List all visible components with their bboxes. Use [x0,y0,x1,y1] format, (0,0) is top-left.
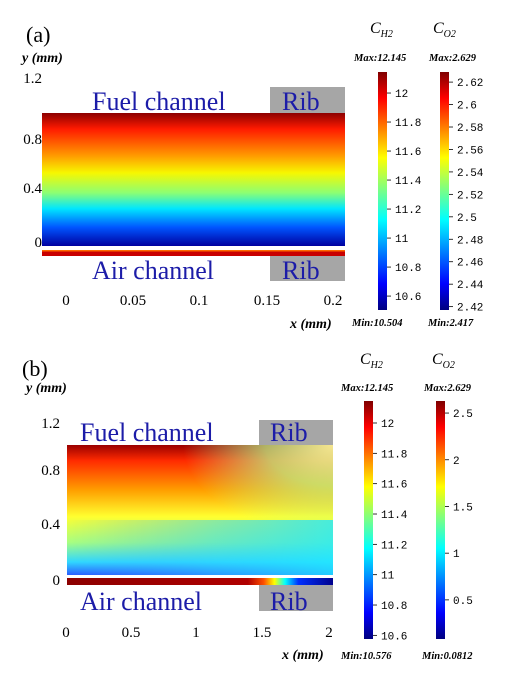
colorbar-max-h2-b: Max:12.145 [340,383,393,394]
colorbar-tick-label: 11.4 [381,510,408,522]
colorbar-max-o2-b: Max:2.629 [423,383,472,394]
panel-a: (a) y (mm) 1.2 0.8 0.4 0 Fuel channel Ri… [20,20,484,332]
membrane-line-a [42,246,345,250]
fuel-channel-field-a [42,113,345,246]
air-channel-label-a: Air channel [92,256,214,285]
colorbar-ticks-o2-a: 2.62 2.6 2.58 2.56 2.54 2.52 2.5 2.48 2.46 2.44 2.… [449,78,484,315]
bottom-right-overlay-b [67,520,333,575]
colorbar-tick-label: 2.48 [457,235,483,247]
y-axis-label-a: y (mm) [20,51,63,66]
rib-bottom-a [270,256,345,281]
colorbar-max-h2-a: Max:12.145 [353,53,406,64]
colorbar-o2-b [436,401,445,639]
colorbar-tick-label: 2.52 [457,190,483,202]
y-tick-b-1: 1.2 [41,416,60,432]
colorbar-tick-label: 2.46 [457,258,483,270]
y-tick-a-3: 0.4 [23,181,42,197]
rib-bottom-b [259,585,333,611]
x-tick-b-5: 2 [325,625,333,641]
colorbar-tick-label: 2.42 [457,303,483,315]
colorbar-tick-label: 10.8 [381,601,407,613]
panel-b: (b) y (mm) 1.2 0.8 0.4 0 Fuel channel Ri… [22,351,473,663]
x-axis-label-b: x (mm) [281,648,324,663]
colorbar-ticks-o2-b: 2.5 2 1.5 1 0.5 [445,409,473,608]
colorbar-tick-label: 2 [453,456,460,468]
fuel-channel-label-b: Fuel channel [80,418,214,447]
x-tick-a-5: 0.2 [324,293,343,309]
colorbar-tick-label: 2.5 [453,409,473,421]
y-axis-label-b: y (mm) [24,381,67,396]
colorbar-tick-label: 2.44 [457,280,484,292]
rib-label-top-b: Rib [270,418,308,447]
air-channel-label-b: Air channel [80,587,202,616]
y-tick-b-2: 0.8 [41,463,60,479]
colorbar-tick-label: 11.8 [381,449,407,461]
colorbar-title-h2-a: CH2 [370,20,393,40]
fuel-channel-label-a: Fuel channel [92,87,226,116]
colorbar-min-h2-a: Min:10.504 [351,318,402,329]
colorbar-h2-b [364,401,373,639]
colorbar-tick-label: 11.2 [381,540,407,552]
y-tick-a-2: 0.8 [23,132,42,148]
colorbar-tick-label: 11 [395,234,409,246]
rib-label-bottom-b: Rib [270,587,308,616]
x-tick-a-1: 0 [62,293,70,309]
y-tick-a-1: 1.2 [23,71,42,87]
air-channel-field-a [42,250,345,256]
membrane-line-b [67,575,333,578]
x-tick-a-3: 0.1 [190,293,209,309]
colorbar-tick-label: 11.6 [381,480,407,492]
x-tick-a-4: 0.15 [254,293,280,309]
x-tick-b-2: 0.5 [122,625,141,641]
rib-label-top-a: Rib [282,87,320,116]
y-tick-a-4: 0 [35,235,43,251]
colorbar-tick-label: 11.2 [395,205,421,217]
colorbar-tick-label: 12 [381,419,394,431]
colorbar-o2-a [440,72,449,310]
colorbar-tick-label: 2.58 [457,123,483,135]
panel-label-a: (a) [26,22,50,47]
colorbar-tick-label: 2.5 [457,213,477,225]
colorbar-tick-label: 11.8 [395,118,421,130]
colorbar-title-h2-b: CH2 [360,351,383,371]
colorbar-tick-label: 2.6 [457,101,477,113]
colorbar-tick-label: 1 [453,549,460,561]
panel-label-b: (b) [22,356,48,381]
rib-top-a [270,87,345,113]
colorbar-min-o2-b: Min:0.0812 [421,651,473,662]
colorbar-tick-label: 12 [395,89,408,101]
colorbar-tick-label: 0.5 [453,596,473,608]
colorbar-tick-label: 2.54 [457,168,484,180]
colorbar-tick-label: 11.4 [395,176,422,188]
x-tick-b-4: 1.5 [253,625,272,641]
colorbar-max-o2-a: Max:2.629 [428,53,477,64]
colorbar-ticks-h2-a: 12 11.8 11.6 11.4 11.2 11 10.8 10.6 [387,89,422,304]
rib-top-b [259,420,333,445]
y-tick-b-3: 0.4 [41,517,60,533]
x-tick-a-2: 0.05 [120,293,146,309]
colorbar-tick-label: 11 [381,571,395,583]
colorbar-tick-label: 10.8 [395,263,421,275]
air-channel-field-b [67,578,333,585]
x-axis-label-a: x (mm) [289,317,332,332]
colorbar-title-o2-a: CO2 [433,20,456,40]
x-tick-b-1: 0 [62,625,70,641]
colorbar-tick-label: 2.56 [457,145,483,157]
air-channel-edge-a [42,250,345,252]
colorbar-tick-label: 11.6 [395,147,421,159]
colorbar-tick-label: 2.62 [457,78,483,90]
colorbar-tick-label: 10.6 [395,292,421,304]
colorbar-ticks-h2-b: 12 11.8 11.6 11.4 11.2 11 10.8 10.6 [373,419,408,643]
colorbar-tick-label: 1.5 [453,502,473,514]
colorbar-min-o2-a: Min:2.417 [427,318,474,329]
colorbar-title-o2-b: CO2 [432,351,455,371]
colorbar-tick-label: 10.6 [381,631,407,643]
rib-label-bottom-a: Rib [282,256,320,285]
y-tick-b-4: 0 [53,573,61,589]
colorbar-min-h2-b: Min:10.576 [340,651,392,662]
x-tick-b-3: 1 [192,625,200,641]
colorbar-h2-a [378,72,387,310]
